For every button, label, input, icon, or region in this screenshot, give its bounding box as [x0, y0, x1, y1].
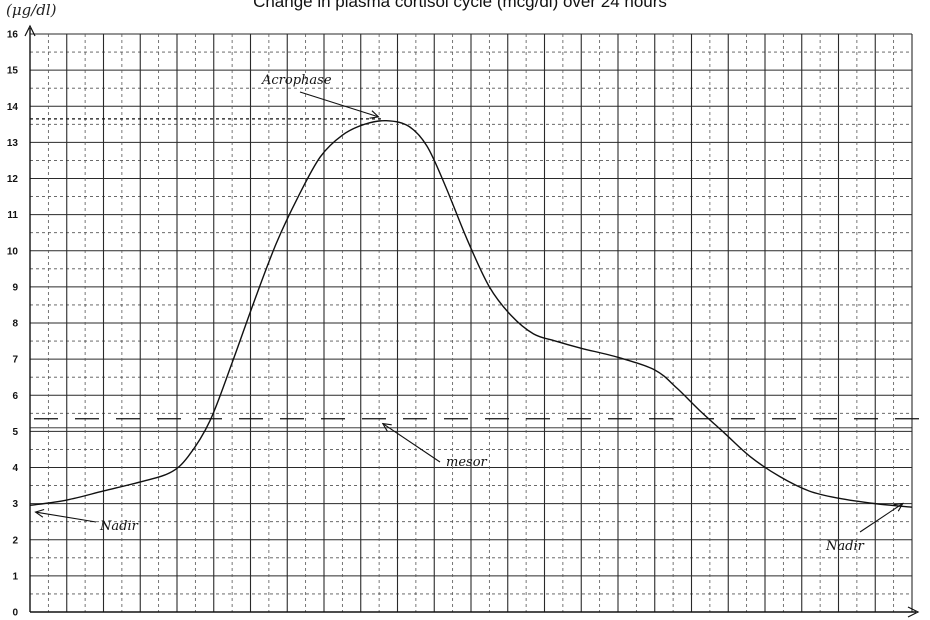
y-tick-label: 11	[7, 210, 18, 221]
chart-title: Change in plasma cortisol cycle (mcg/dl)…	[253, 0, 667, 11]
y-tick-label: 5	[12, 427, 18, 438]
nadir-left-arrow-head	[34, 508, 45, 518]
mesor-arrow	[382, 423, 441, 463]
y-tick-label: 13	[7, 138, 19, 149]
axes	[24, 24, 920, 618]
mesor-arrow-head	[381, 422, 392, 432]
y-tick-label: 6	[12, 391, 18, 402]
y-tick-label: 1	[12, 571, 18, 582]
y-tick-label: 16	[7, 30, 19, 41]
y-tick-label: 9	[12, 282, 18, 293]
y-tick-label: 10	[7, 246, 19, 257]
y-tick-label: 7	[12, 355, 18, 366]
mesor-line	[30, 418, 926, 429]
annotation-arrows	[34, 91, 904, 533]
y-tick-label: 15	[7, 66, 19, 77]
annotation-nadir-left: Nadir	[99, 519, 139, 534]
x-axis-arrow	[907, 606, 920, 618]
acrophase-arrow-head	[369, 110, 380, 119]
nadir-right-arrow-head	[893, 502, 904, 512]
annotations: Acrophase mesor Nadir Nadir	[99, 73, 865, 554]
acrophase-arrow	[299, 91, 379, 118]
cortisol-series-line	[29, 119, 913, 508]
y-axis-label: (μg/dl)	[6, 1, 57, 19]
y-tick-label: 0	[12, 608, 18, 619]
y-tick-label: 4	[12, 463, 18, 474]
y-tick-label: 2	[12, 535, 18, 546]
y-tick-label: 14	[7, 102, 19, 113]
y-axis-arrow	[24, 24, 36, 37]
annotation-acrophase: Acrophase	[261, 73, 332, 88]
annotation-nadir-right: Nadir	[825, 539, 865, 554]
y-tick-label: 8	[12, 319, 18, 330]
y-tick-label: 12	[7, 174, 19, 185]
nadir-right-arrow	[859, 502, 904, 533]
nadir-left-arrow	[35, 511, 97, 523]
annotation-mesor: mesor	[446, 455, 488, 470]
grid	[30, 33, 913, 612]
y-tick-label: 3	[12, 499, 18, 510]
